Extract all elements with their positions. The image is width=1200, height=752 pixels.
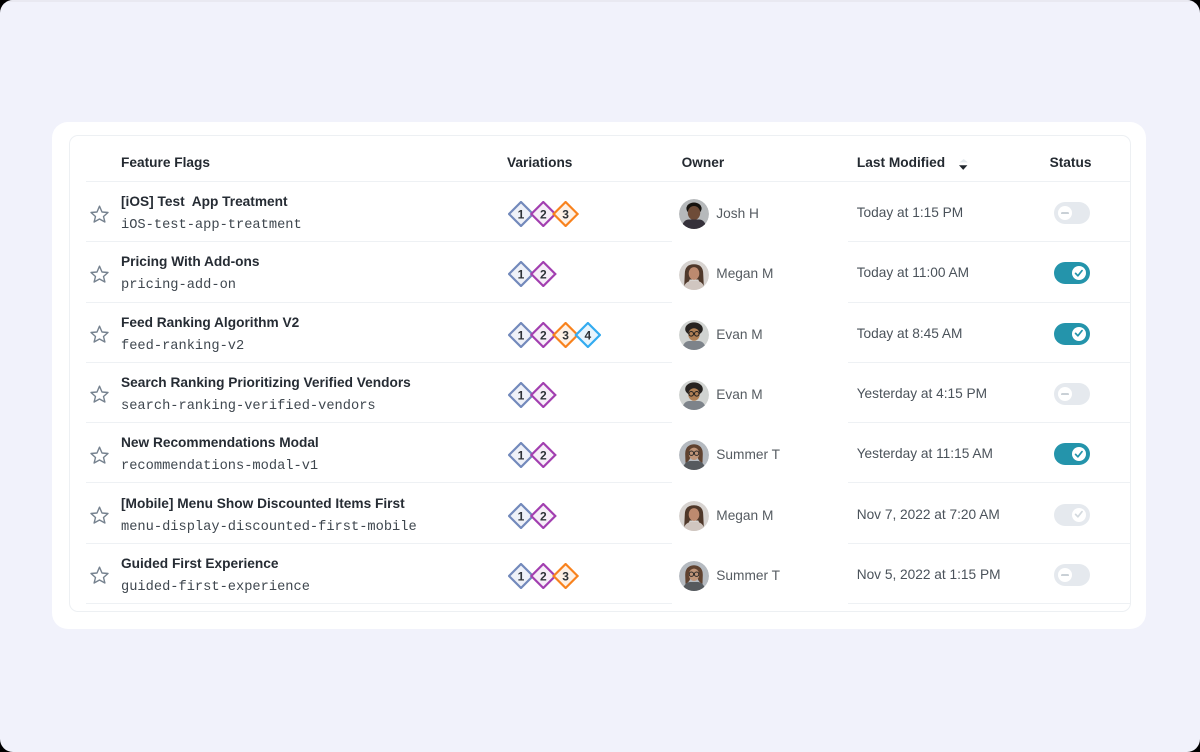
svg-text:2: 2: [540, 389, 547, 403]
svg-text:1: 1: [517, 509, 524, 523]
svg-text:2: 2: [540, 268, 547, 282]
svg-text:3: 3: [562, 208, 569, 222]
svg-text:3: 3: [562, 328, 569, 342]
svg-text:1: 1: [517, 449, 524, 463]
svg-text:2: 2: [540, 509, 547, 523]
svg-text:1: 1: [517, 569, 524, 583]
svg-text:2: 2: [540, 569, 547, 583]
svg-text:2: 2: [540, 449, 547, 463]
svg-text:1: 1: [517, 328, 524, 342]
svg-text:4: 4: [584, 328, 591, 342]
svg-text:2: 2: [540, 328, 547, 342]
svg-text:2: 2: [540, 208, 547, 222]
svg-text:1: 1: [517, 208, 524, 222]
svg-text:3: 3: [562, 569, 569, 583]
svg-text:1: 1: [517, 268, 524, 282]
svg-text:1: 1: [517, 389, 524, 403]
